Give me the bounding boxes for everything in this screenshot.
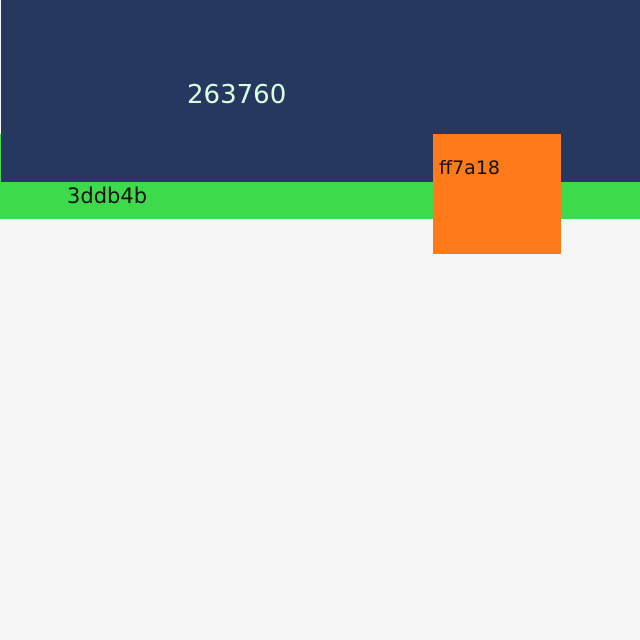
orange-block: ff7a18	[433, 134, 561, 254]
navy-block-label: 263760	[187, 80, 287, 110]
orange-block-label: ff7a18	[439, 157, 500, 179]
green-block-label: 3ddb4b	[67, 184, 148, 208]
